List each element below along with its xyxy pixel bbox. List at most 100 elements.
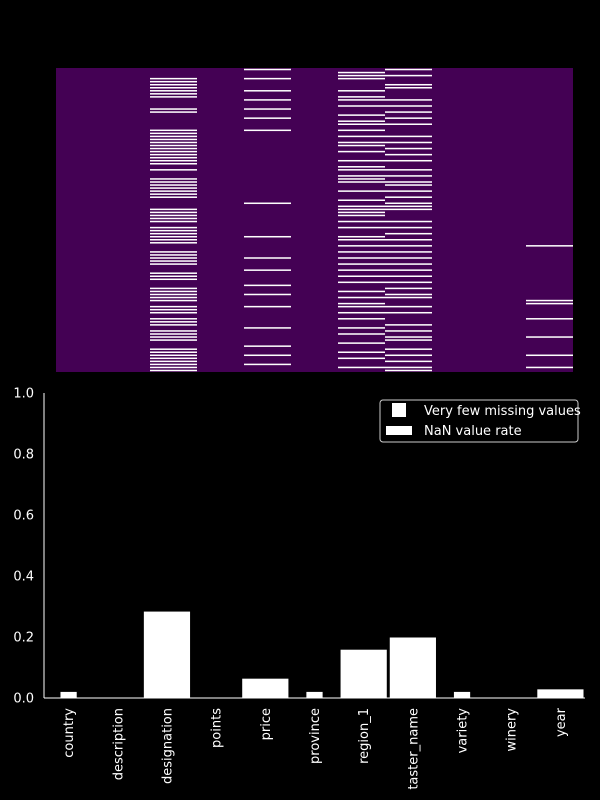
heatmap-missing-line-taster_name (385, 181, 432, 183)
heatmap-missing-line-designation (150, 187, 197, 189)
heatmap-missing-line-price (244, 99, 291, 101)
heatmap-missing-line-price (244, 269, 291, 271)
heatmap-missing-line-taster_name (385, 226, 432, 229)
heatmap-missing-line-designation (150, 305, 197, 308)
heatmap-missing-line-designation (150, 351, 197, 353)
heatmap-missing-line-price (244, 202, 291, 205)
heatmap-missing-line-designation (150, 132, 197, 135)
heatmap-missing-line-taster_name (385, 205, 432, 208)
x-tick-label: designation (160, 708, 175, 784)
heatmap-missing-line-region_1 (338, 281, 385, 284)
heatmap-missing-line-region_1 (338, 123, 385, 125)
heatmap-missing-line-designation (150, 354, 197, 357)
heatmap-missing-line-price (244, 68, 291, 71)
heatmap-missing-line-designation (150, 153, 197, 156)
heatmap-missing-line-designation (150, 220, 197, 223)
heatmap-missing-line-region_1 (338, 166, 385, 168)
heatmap-missing-line-price (244, 284, 291, 287)
heatmap-missing-line-year (526, 302, 573, 305)
heatmap-missing-line-designation (150, 159, 197, 162)
heatmap-missing-line-designation (150, 226, 197, 229)
heatmap-missing-line-designation (150, 190, 197, 192)
heatmap-missing-line-designation (150, 348, 197, 350)
heatmap-missing-line-region_1 (338, 99, 385, 101)
heatmap-missing-line-region_1 (338, 275, 385, 277)
y-tick-label: 0.2 (13, 631, 34, 646)
heatmap-missing-line-designation (150, 217, 197, 220)
heatmap-missing-line-region_1 (338, 214, 385, 217)
y-tick-label: 0.4 (13, 570, 34, 585)
nan-rate-bar-chart: 0.0 0.2 0.4 0.6 0.8 1.0 country description des… (13, 387, 585, 790)
y-tick-label: 0.8 (13, 448, 34, 463)
legend: Very few missing values NaN value rate (379, 399, 581, 443)
heatmap-missing-line-designation (150, 263, 197, 265)
bar-nan-taster_name (388, 636, 437, 699)
heatmap-missing-line-designation (150, 321, 197, 323)
heatmap-missing-line-taster_name (385, 366, 432, 369)
heatmap-missing-line-region_1 (338, 178, 385, 180)
heatmap-missing-line-designation (150, 77, 197, 80)
bar-few-province (306, 691, 323, 698)
legend-swatch-nan (386, 426, 412, 435)
heatmap-missing-line-designation (150, 181, 197, 183)
bar-few-variety (453, 691, 471, 698)
heatmap-missing-line-taster_name (385, 245, 432, 247)
heatmap-missing-line-taster_name (385, 339, 432, 341)
heatmap-missing-line-year (526, 354, 573, 357)
heatmap-missing-line-taster_name (385, 196, 432, 198)
y-tick-label: 0.6 (13, 509, 34, 524)
heatmap-missing-line-region_1 (338, 105, 385, 107)
heatmap-missing-line-region_1 (338, 77, 385, 80)
heatmap-missing-line-taster_name (385, 153, 432, 156)
heatmap-missing-line-designation (150, 193, 197, 195)
heatmap-missing-line-taster_name (385, 141, 432, 144)
heatmap-missing-line-designation (150, 141, 197, 144)
heatmap-missing-line-taster_name (385, 105, 432, 107)
heatmap-missing-line-taster_name (385, 117, 432, 119)
heatmap-missing-line-region_1 (338, 205, 385, 208)
heatmap-missing-line-region_1 (338, 296, 385, 299)
heatmap-missing-line-price (244, 257, 291, 259)
heatmap-missing-line-region_1 (338, 159, 385, 162)
heatmap-missing-line-taster_name (385, 208, 432, 211)
heatmap-background (56, 68, 573, 372)
legend-label-few: Very few missing values (424, 404, 581, 419)
heatmap-missing-line-region_1 (338, 199, 385, 201)
heatmap-missing-line-designation (150, 278, 197, 281)
heatmap-missing-line-region_1 (338, 211, 385, 214)
heatmap-missing-line-taster_name (385, 293, 432, 296)
heatmap-missing-line-designation (150, 178, 197, 180)
heatmap-missing-line-designation (150, 275, 197, 277)
heatmap-missing-line-price (244, 129, 291, 132)
heatmap-missing-line-region_1 (338, 175, 385, 177)
heatmap-missing-line-taster_name (385, 305, 432, 308)
heatmap-missing-line-region_1 (338, 305, 385, 308)
heatmap-missing-line-designation (150, 211, 197, 214)
heatmap-missing-line-taster_name (385, 159, 432, 162)
heatmap-missing-line-designation (150, 293, 197, 296)
heatmap-missing-line-price (244, 345, 291, 347)
heatmap-missing-line-designation (150, 318, 197, 320)
heatmap-missing-line-taster_name (385, 147, 432, 150)
heatmap-missing-line-designation (150, 232, 197, 235)
heatmap-missing-line-region_1 (338, 96, 385, 98)
heatmap-missing-line-taster_name (385, 169, 432, 171)
x-tick-label: country (62, 708, 77, 758)
heatmap-missing-line-designation (150, 260, 197, 262)
heatmap-missing-line-region_1 (338, 220, 385, 223)
legend-frame (379, 399, 579, 443)
heatmap-missing-line-price (244, 363, 291, 366)
heatmap-missing-line-region_1 (338, 327, 385, 329)
heatmap-missing-line-designation (150, 287, 197, 290)
heatmap-missing-line-year (526, 245, 573, 247)
heatmap-missing-line-designation (150, 254, 197, 256)
heatmap-missing-line-taster_name (385, 336, 432, 338)
bar-nan-price (241, 677, 290, 699)
heatmap-missing-line-region_1 (338, 290, 385, 293)
heatmap-missing-line-region_1 (338, 129, 385, 132)
y-axis: 0.0 0.2 0.4 0.6 0.8 1.0 (13, 387, 45, 707)
x-tick-label: variety (456, 708, 471, 754)
heatmap-missing-lines (150, 68, 573, 372)
heatmap-missing-line-region_1 (338, 71, 385, 74)
